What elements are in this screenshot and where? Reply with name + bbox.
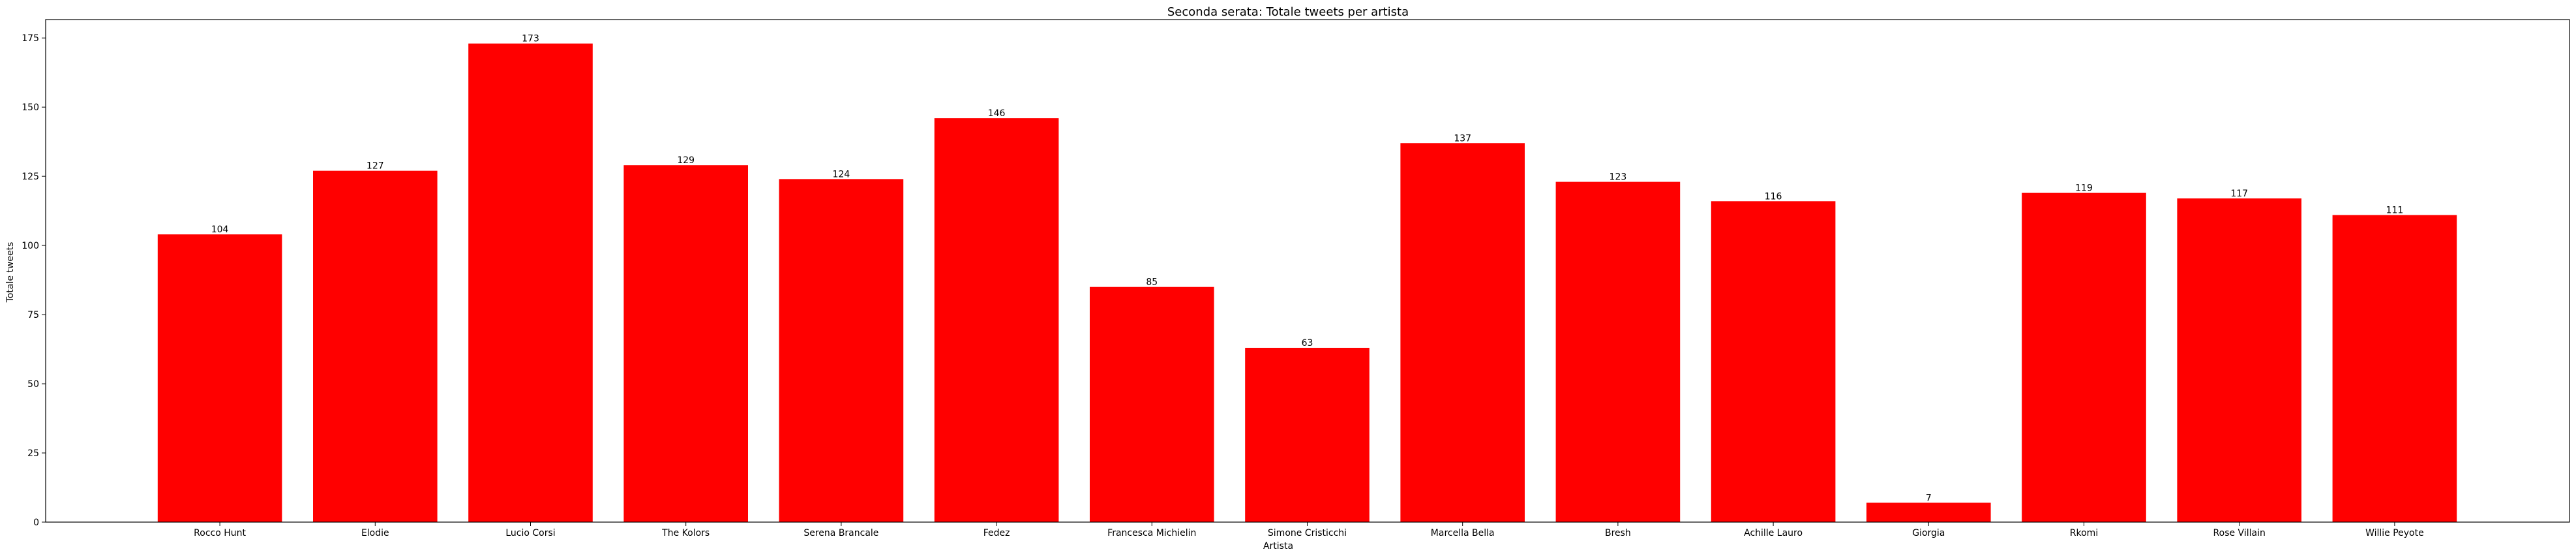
x-ticks-group: Rocco Hunt Elodie Lucio Corsi The Kolors Ser… — [194, 522, 2424, 538]
bar-data-label-11: 7 — [1926, 493, 1932, 503]
x-tick-label-1: Elodie — [361, 528, 389, 538]
bar-4 — [779, 179, 904, 522]
bar-data-label-2: 173 — [522, 34, 539, 44]
bar-data-label-6: 85 — [1146, 277, 1158, 288]
bar-data-label-7: 63 — [1302, 338, 1313, 349]
y-tick-label-0: 0 — [33, 518, 39, 528]
bar-data-label-0: 104 — [211, 225, 229, 235]
y-ticks-group: 0 25 50 75 100 125 150 175 — [22, 33, 46, 528]
y-axis-title: Totale tweets — [5, 242, 16, 303]
chart-title: Seconda serata: Totale tweets per artist… — [1167, 5, 1409, 19]
x-tick-label-4: Serena Brancale — [803, 528, 878, 538]
x-axis-title: Artista — [1263, 541, 1293, 551]
plot-frame — [45, 19, 2570, 523]
x-tick-label-6: Francesca Michielin — [1107, 528, 1196, 538]
bar-14 — [2332, 215, 2457, 522]
bar-13 — [2177, 198, 2301, 522]
y-tick-label-3: 75 — [27, 310, 39, 320]
bar-data-label-9: 123 — [1610, 172, 1627, 183]
bar-data-labels-group: 104 127 173 129 124 146 85 63 137 123 116 7 119 117 11… — [211, 34, 2404, 504]
bar-data-label-1: 127 — [367, 161, 384, 172]
y-tick-label-1: 25 — [27, 448, 39, 459]
bar-data-label-14: 111 — [2386, 205, 2404, 215]
x-tick-label-10: Achille Lauro — [1744, 528, 1803, 538]
x-tick-label-14: Willie Peyote — [2365, 528, 2424, 538]
bar-6 — [1090, 287, 1214, 522]
y-axis-title-group: Totale tweets — [5, 242, 16, 303]
bar-data-label-12: 119 — [2075, 183, 2093, 194]
bar-11 — [1866, 503, 1991, 522]
bar-12 — [2022, 193, 2146, 522]
y-tick-label-2: 50 — [27, 379, 39, 390]
bar-2 — [468, 43, 593, 523]
bar-data-label-3: 129 — [677, 155, 695, 166]
y-tick-label-7: 175 — [22, 33, 39, 44]
bar-5 — [934, 118, 1059, 522]
bar-data-label-13: 117 — [2230, 189, 2248, 199]
bar-1 — [313, 170, 438, 522]
bar-3 — [623, 165, 748, 522]
x-tick-label-12: Rkomi — [2070, 528, 2098, 538]
x-tick-label-3: The Kolors — [661, 528, 710, 538]
y-tick-label-4: 100 — [22, 241, 39, 251]
x-tick-label-9: Bresh — [1605, 528, 1631, 538]
x-tick-label-0: Rocco Hunt — [194, 528, 246, 538]
bars-group — [157, 43, 2457, 523]
y-tick-label-6: 150 — [22, 102, 39, 113]
x-tick-label-7: Simone Cristicchi — [1268, 528, 1347, 538]
bar-data-label-8: 137 — [1454, 133, 1471, 144]
bar-9 — [1555, 181, 1681, 522]
bar-0 — [157, 234, 282, 522]
y-tick-label-5: 125 — [22, 172, 39, 182]
bar-data-label-10: 116 — [1765, 191, 1782, 202]
x-tick-label-5: Fedez — [983, 528, 1010, 538]
bar-10 — [1711, 201, 1836, 522]
x-tick-label-13: Rose Villain — [2213, 528, 2266, 538]
bar-data-label-4: 124 — [833, 169, 850, 179]
x-tick-label-8: Marcella Bella — [1431, 528, 1495, 538]
bar-8 — [1400, 143, 1525, 522]
x-tick-label-11: Giorgia — [1912, 528, 1945, 538]
x-tick-label-2: Lucio Corsi — [505, 528, 555, 538]
bar-data-label-5: 146 — [988, 108, 1006, 119]
bar-7 — [1245, 347, 1370, 522]
